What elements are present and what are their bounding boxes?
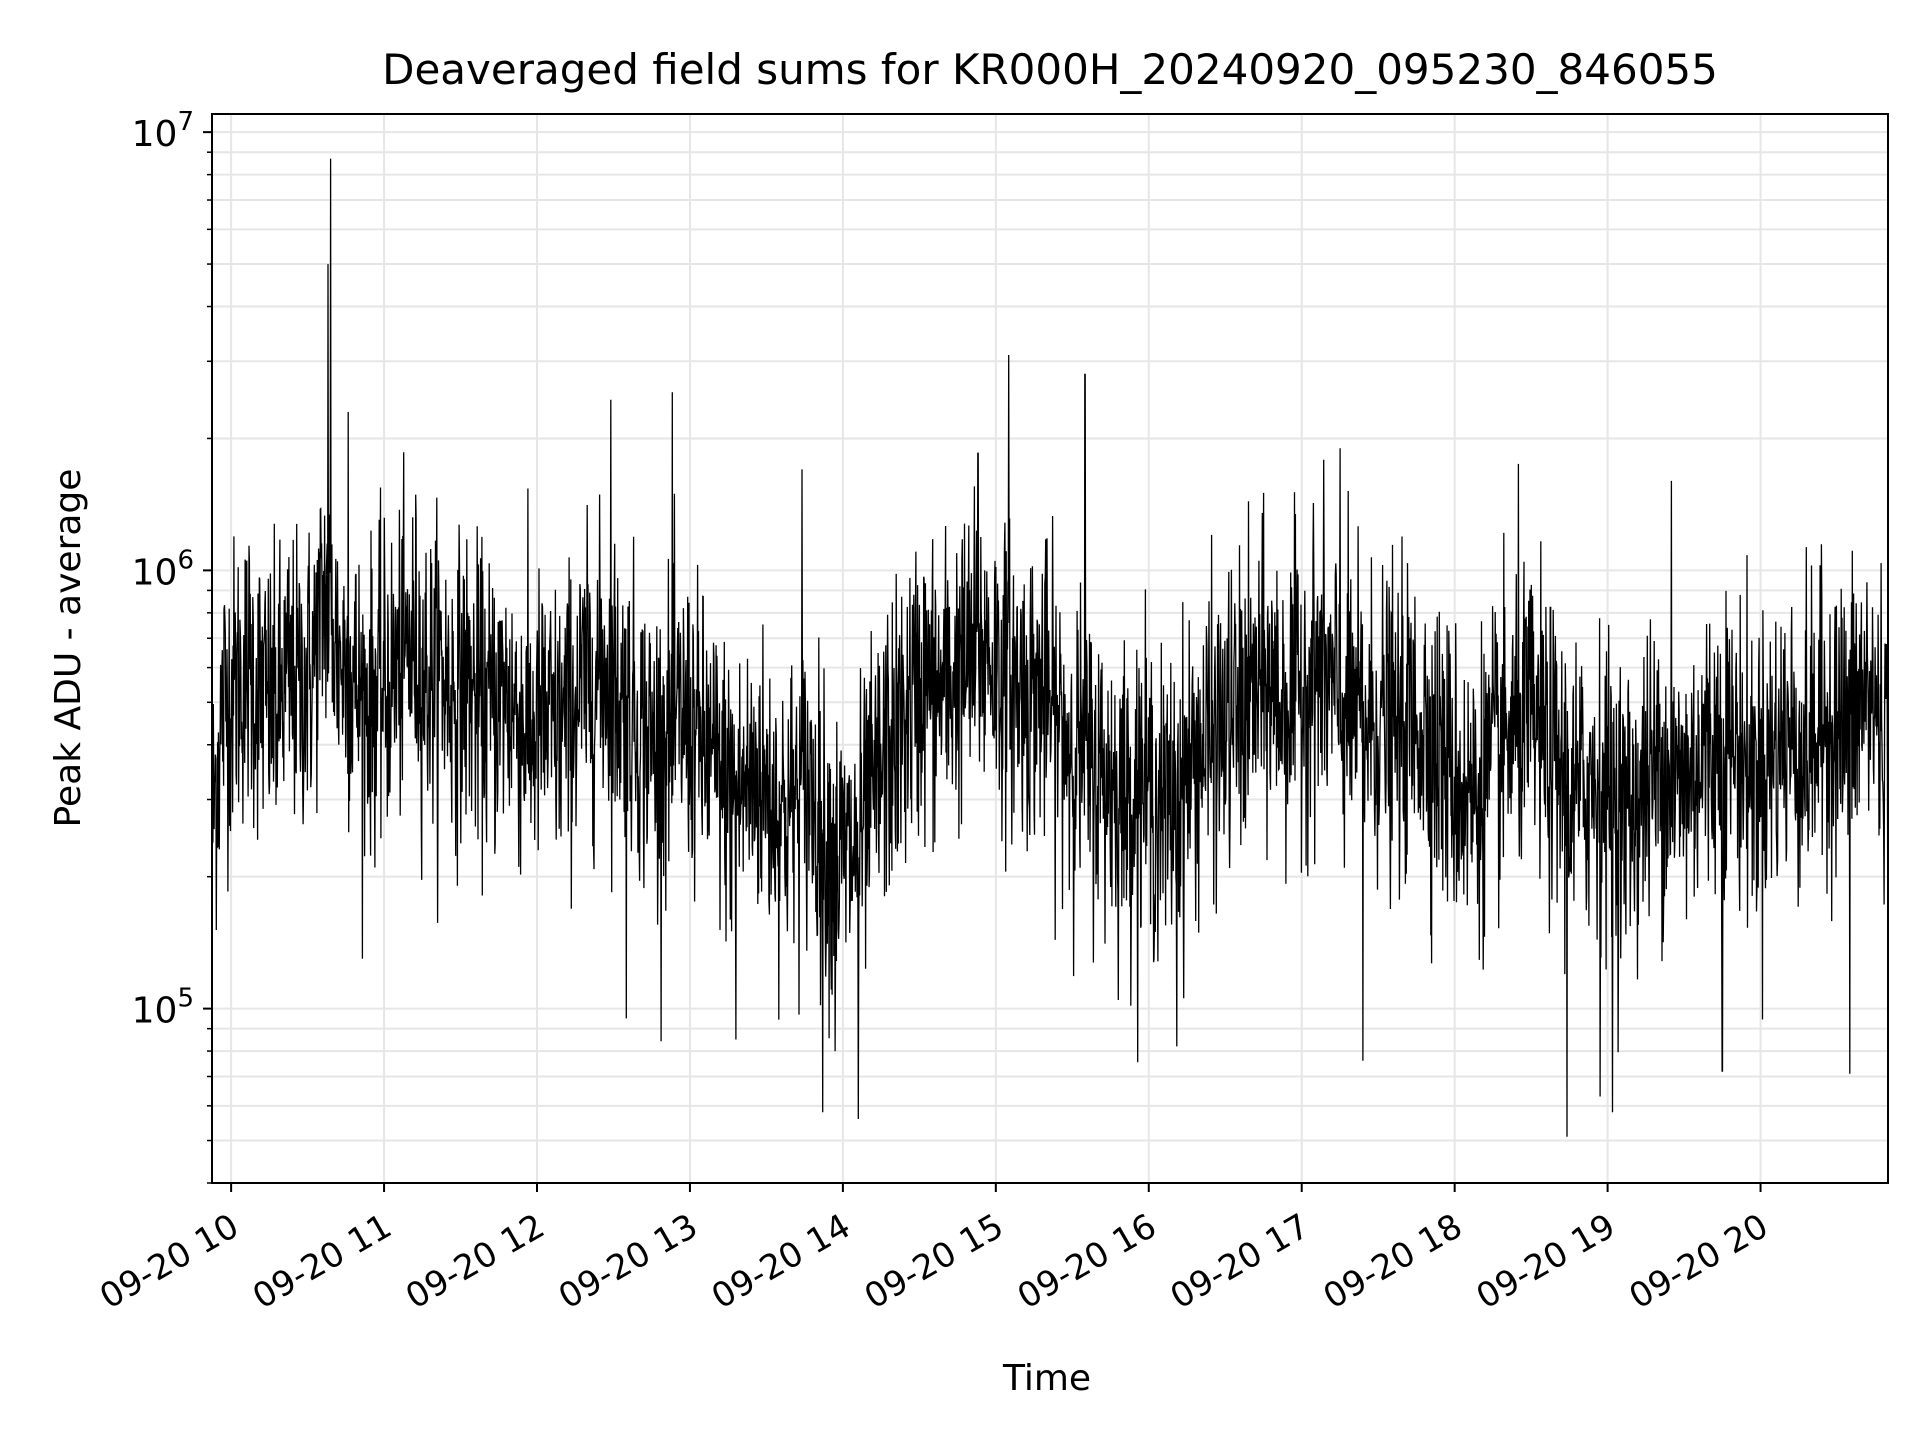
chart-title: Deaveraged field sums for KR000H_2024092… [382, 45, 1718, 94]
data-line-group [211, 158, 1889, 1137]
plot-frame [211, 113, 1889, 1184]
x-axis-label: Time [1002, 1358, 1091, 1399]
series-line [211, 158, 1889, 1137]
y-axis-label: Peak ADU - average [48, 469, 89, 828]
y-tick-label: 105 [132, 984, 194, 1032]
y-tick-label: 107 [132, 107, 194, 155]
y-tick-label: 106 [132, 545, 194, 593]
